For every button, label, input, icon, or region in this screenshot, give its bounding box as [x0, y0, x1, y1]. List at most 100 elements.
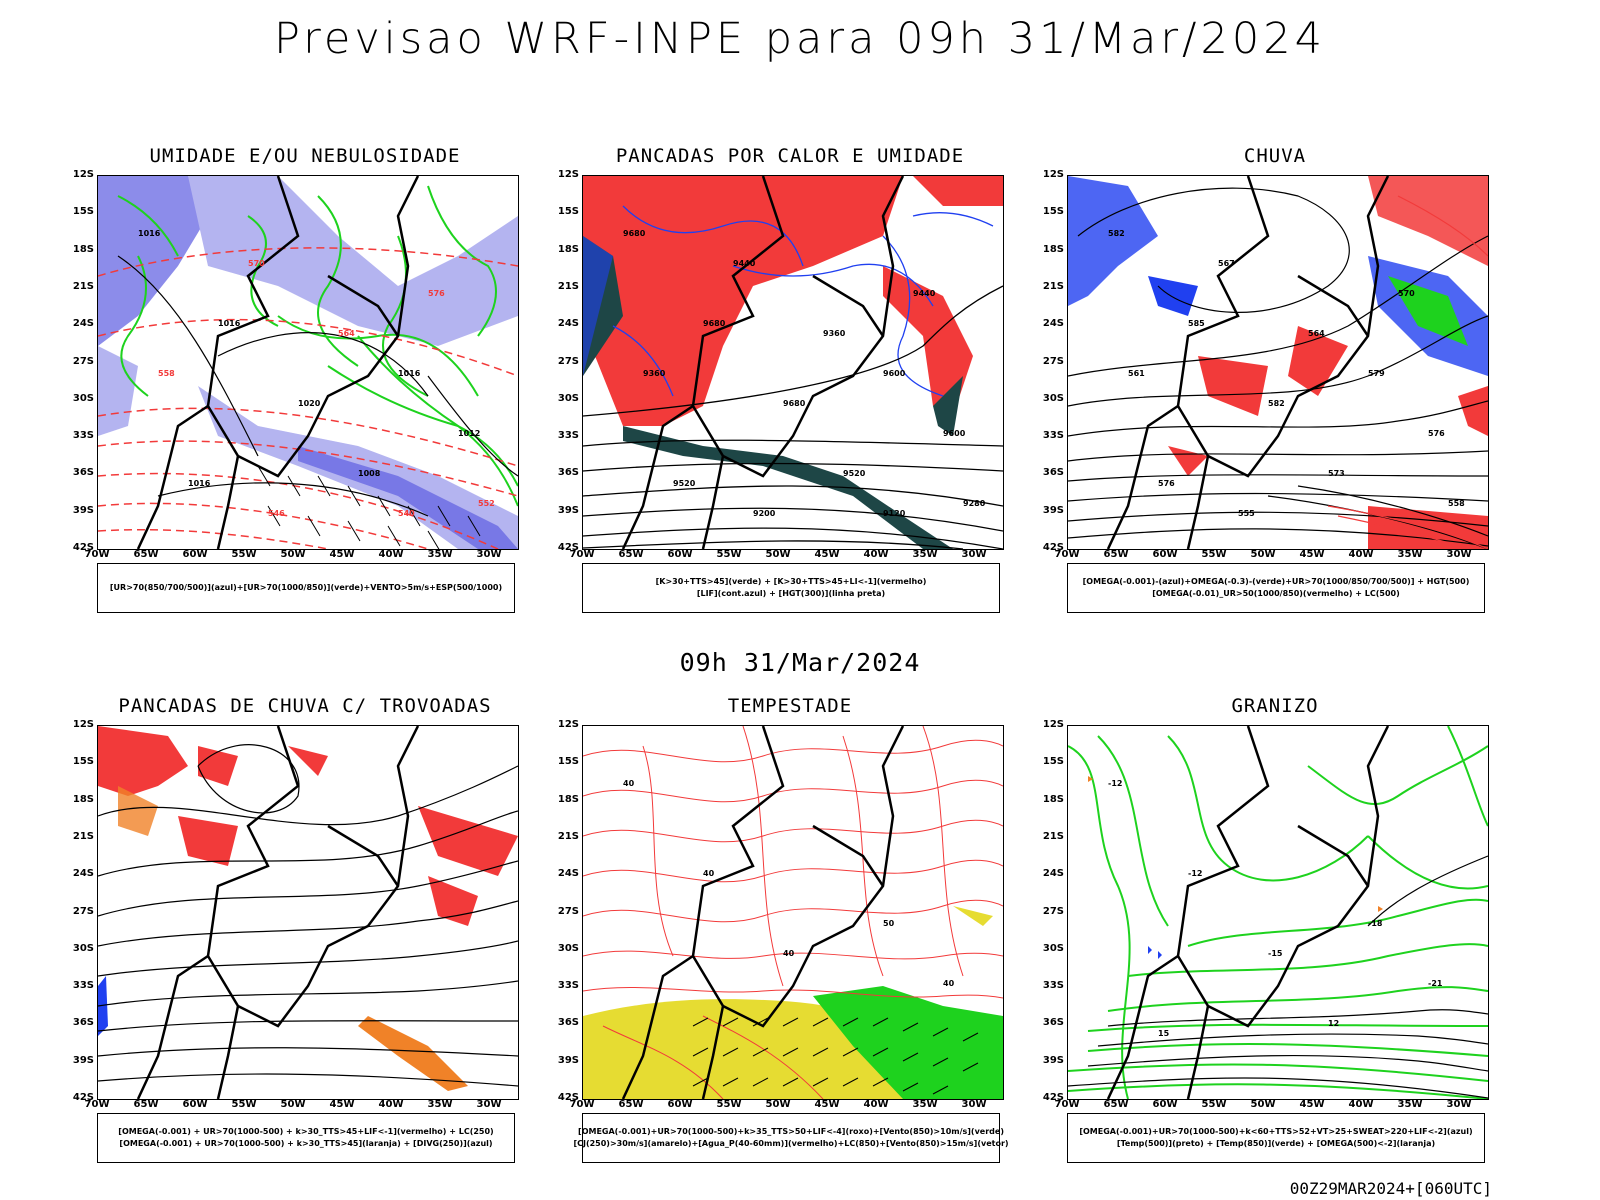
lat-tick-label: 12S: [1042, 169, 1064, 180]
lon-tick-label: 65W: [618, 1099, 644, 1110]
lat-tick-label: 21S: [72, 830, 94, 842]
legend-line-2: [OMEGA(-0.001) + UR>70(1000-500) + k>30_…: [119, 1139, 493, 1148]
lon-tick-label: 45W: [814, 549, 840, 560]
lon-axis: 70W 65W 60W 55W 50W 45W 40W 35W 30W: [570, 1099, 1004, 1111]
map-frame: [97, 725, 519, 1100]
lon-tick-label: 70W: [1054, 549, 1080, 560]
legend-line-1: [UR>70(850/700/500)](azul)+[UR>70(1000/8…: [109, 583, 503, 592]
lat-axis: 12S 15S 18S 21S 24S 27S 30S 33S 36S 39S 42S: [70, 169, 96, 553]
lat-tick-label: 42S: [557, 1092, 579, 1103]
contour-label: 1016: [188, 479, 211, 488]
lat-tick-label: 30S: [72, 942, 94, 954]
lon-tick-label: 65W: [618, 549, 644, 560]
lat-axis: 12S 15S 18S 21S 24S 27S 30S 33S 36S 39S 42S: [1040, 169, 1066, 553]
lon-tick-label: 30W: [1446, 549, 1472, 560]
lat-tick-label: 42S: [72, 1092, 94, 1103]
lon-tick-label: 40W: [1348, 549, 1374, 560]
panel-title: TEMPESTADE: [727, 695, 853, 717]
legend-line-1: [OMEGA(-0.001)+UR>70(1000-500)+k<60+TTS>…: [1079, 1127, 1473, 1136]
lon-tick-label: 50W: [765, 549, 791, 560]
lat-tick-label: 12S: [72, 719, 94, 730]
contour-label: 9520: [843, 469, 866, 478]
contour-label: 576: [1158, 479, 1175, 488]
contour-label: 564: [338, 329, 355, 338]
lat-tick-label: 33S: [1042, 980, 1064, 992]
legend-box: [UR>70(850/700/500)](azul)+[UR>70(1000/8…: [97, 563, 515, 613]
lat-tick-label: 15S: [72, 756, 94, 768]
legend-box: [K>30+TTS>45](verde) + [K>30+TTS>45+LI<-…: [582, 563, 1000, 613]
contour-label: 9440: [733, 259, 756, 268]
lon-tick-label: 30W: [476, 549, 502, 560]
lat-tick-label: 24S: [557, 318, 579, 330]
contour-label: 582: [1268, 399, 1285, 408]
lat-tick-label: 12S: [557, 169, 579, 180]
lat-tick-label: 30S: [72, 392, 94, 404]
map-frame: 40 40 40 50 40: [582, 725, 1004, 1100]
panel-title: UMIDADE E/OU NEBULOSIDADE: [149, 145, 461, 167]
contour-label: 9280: [963, 499, 986, 508]
contour-label: 1008: [358, 469, 381, 478]
lon-tick-label: 55W: [231, 549, 257, 560]
contour-label: 564: [1308, 329, 1325, 338]
lat-tick-label: 21S: [1042, 830, 1064, 842]
contour-label: 558: [1448, 499, 1465, 508]
main-title: Previsao WRF-INPE para 09h 31/Mar/2024: [274, 14, 1326, 64]
lat-tick-label: 18S: [72, 243, 94, 255]
lon-tick-label: 70W: [569, 1099, 595, 1110]
contour-label: 585: [1188, 319, 1205, 328]
footer-run-label: 00Z29MAR2024+[060UTC]: [1289, 1179, 1492, 1198]
lon-tick-label: 65W: [1103, 1099, 1129, 1110]
contour-label: 15: [1158, 1029, 1170, 1038]
contour-label: 9680: [623, 229, 646, 238]
lat-tick-label: 15S: [1042, 756, 1064, 768]
contour-label: 9360: [823, 329, 846, 338]
lat-tick-label: 24S: [557, 868, 579, 880]
contour-label: 1020: [298, 399, 321, 408]
contour-label: 40: [623, 779, 635, 788]
lat-axis: 12S 15S 18S 21S 24S 27S 30S 33S 36S 39S 42S: [555, 719, 581, 1103]
lat-tick-label: 21S: [557, 830, 579, 842]
contour-label: 567: [1218, 259, 1235, 268]
lon-tick-label: 70W: [84, 1099, 110, 1110]
map-frame: -12 -12 -15 -18 -21 12 15: [1067, 725, 1489, 1100]
lat-tick-label: 18S: [557, 243, 579, 255]
lat-tick-label: 33S: [557, 430, 579, 442]
lon-tick-label: 55W: [716, 1099, 742, 1110]
lon-tick-label: 55W: [716, 549, 742, 560]
lon-tick-label: 45W: [329, 549, 355, 560]
panel-tempestade: TEMPESTADE 12S 15S 18S 21S 24S 27S 30S 33S 36S 39…: [555, 695, 1025, 1163]
lon-tick-label: 60W: [182, 549, 208, 560]
contour-label: 546: [268, 509, 285, 518]
lat-tick-label: 18S: [557, 793, 579, 805]
lat-tick-label: 39S: [557, 504, 579, 516]
panel-pancadas-trovoadas: PANCADAS DE CHUVA C/ TROVOADAS 12S 15S 18S…: [70, 695, 540, 1163]
lat-tick-label: 18S: [1042, 793, 1064, 805]
panel-granizo: GRANIZO 12S 15S 18S 21S 24S 27S 30S 33S 36S 39S 42…: [1040, 695, 1510, 1163]
lat-tick-label: 42S: [1042, 542, 1064, 553]
contour-label: 40: [703, 869, 715, 878]
contour-label: 9120: [883, 509, 906, 518]
lat-tick-label: 33S: [557, 980, 579, 992]
legend-line-1: [OMEGA(-0.001)+UR>70(1000-500)+k>35_TTS>…: [578, 1127, 1004, 1136]
lat-tick-label: 12S: [72, 169, 94, 180]
lat-tick-label: 12S: [1042, 719, 1064, 730]
lat-tick-label: 15S: [557, 206, 579, 218]
lon-axis: 70W 65W 60W 55W 50W 45W 40W 35W 30W: [1055, 1099, 1489, 1111]
contour-label: -12: [1108, 779, 1122, 788]
lat-tick-label: 18S: [72, 793, 94, 805]
legend-line-2: [Temp(500)](preto) + [Temp(850)](verde) …: [1116, 1139, 1436, 1148]
legend-line-2: [CJ(250)>30m/s](amarelo)+[Agua_P(40-60mm…: [573, 1139, 1009, 1148]
lon-tick-label: 50W: [765, 1099, 791, 1110]
lon-tick-label: 50W: [1250, 1099, 1276, 1110]
lon-tick-label: 50W: [280, 1099, 306, 1110]
lat-tick-label: 30S: [1042, 392, 1064, 404]
lon-tick-label: 60W: [1152, 549, 1178, 560]
lon-tick-label: 30W: [961, 1099, 987, 1110]
legend-line-1: [OMEGA(-0.001)-(azul)+OMEGA(-0.3)-(verde…: [1082, 577, 1470, 586]
lat-tick-label: 27S: [557, 905, 579, 917]
lat-tick-label: 42S: [557, 542, 579, 553]
contour-label: 40: [783, 949, 795, 958]
lat-tick-label: 39S: [557, 1054, 579, 1066]
lat-tick-label: 30S: [1042, 942, 1064, 954]
lat-tick-label: 36S: [557, 467, 579, 479]
